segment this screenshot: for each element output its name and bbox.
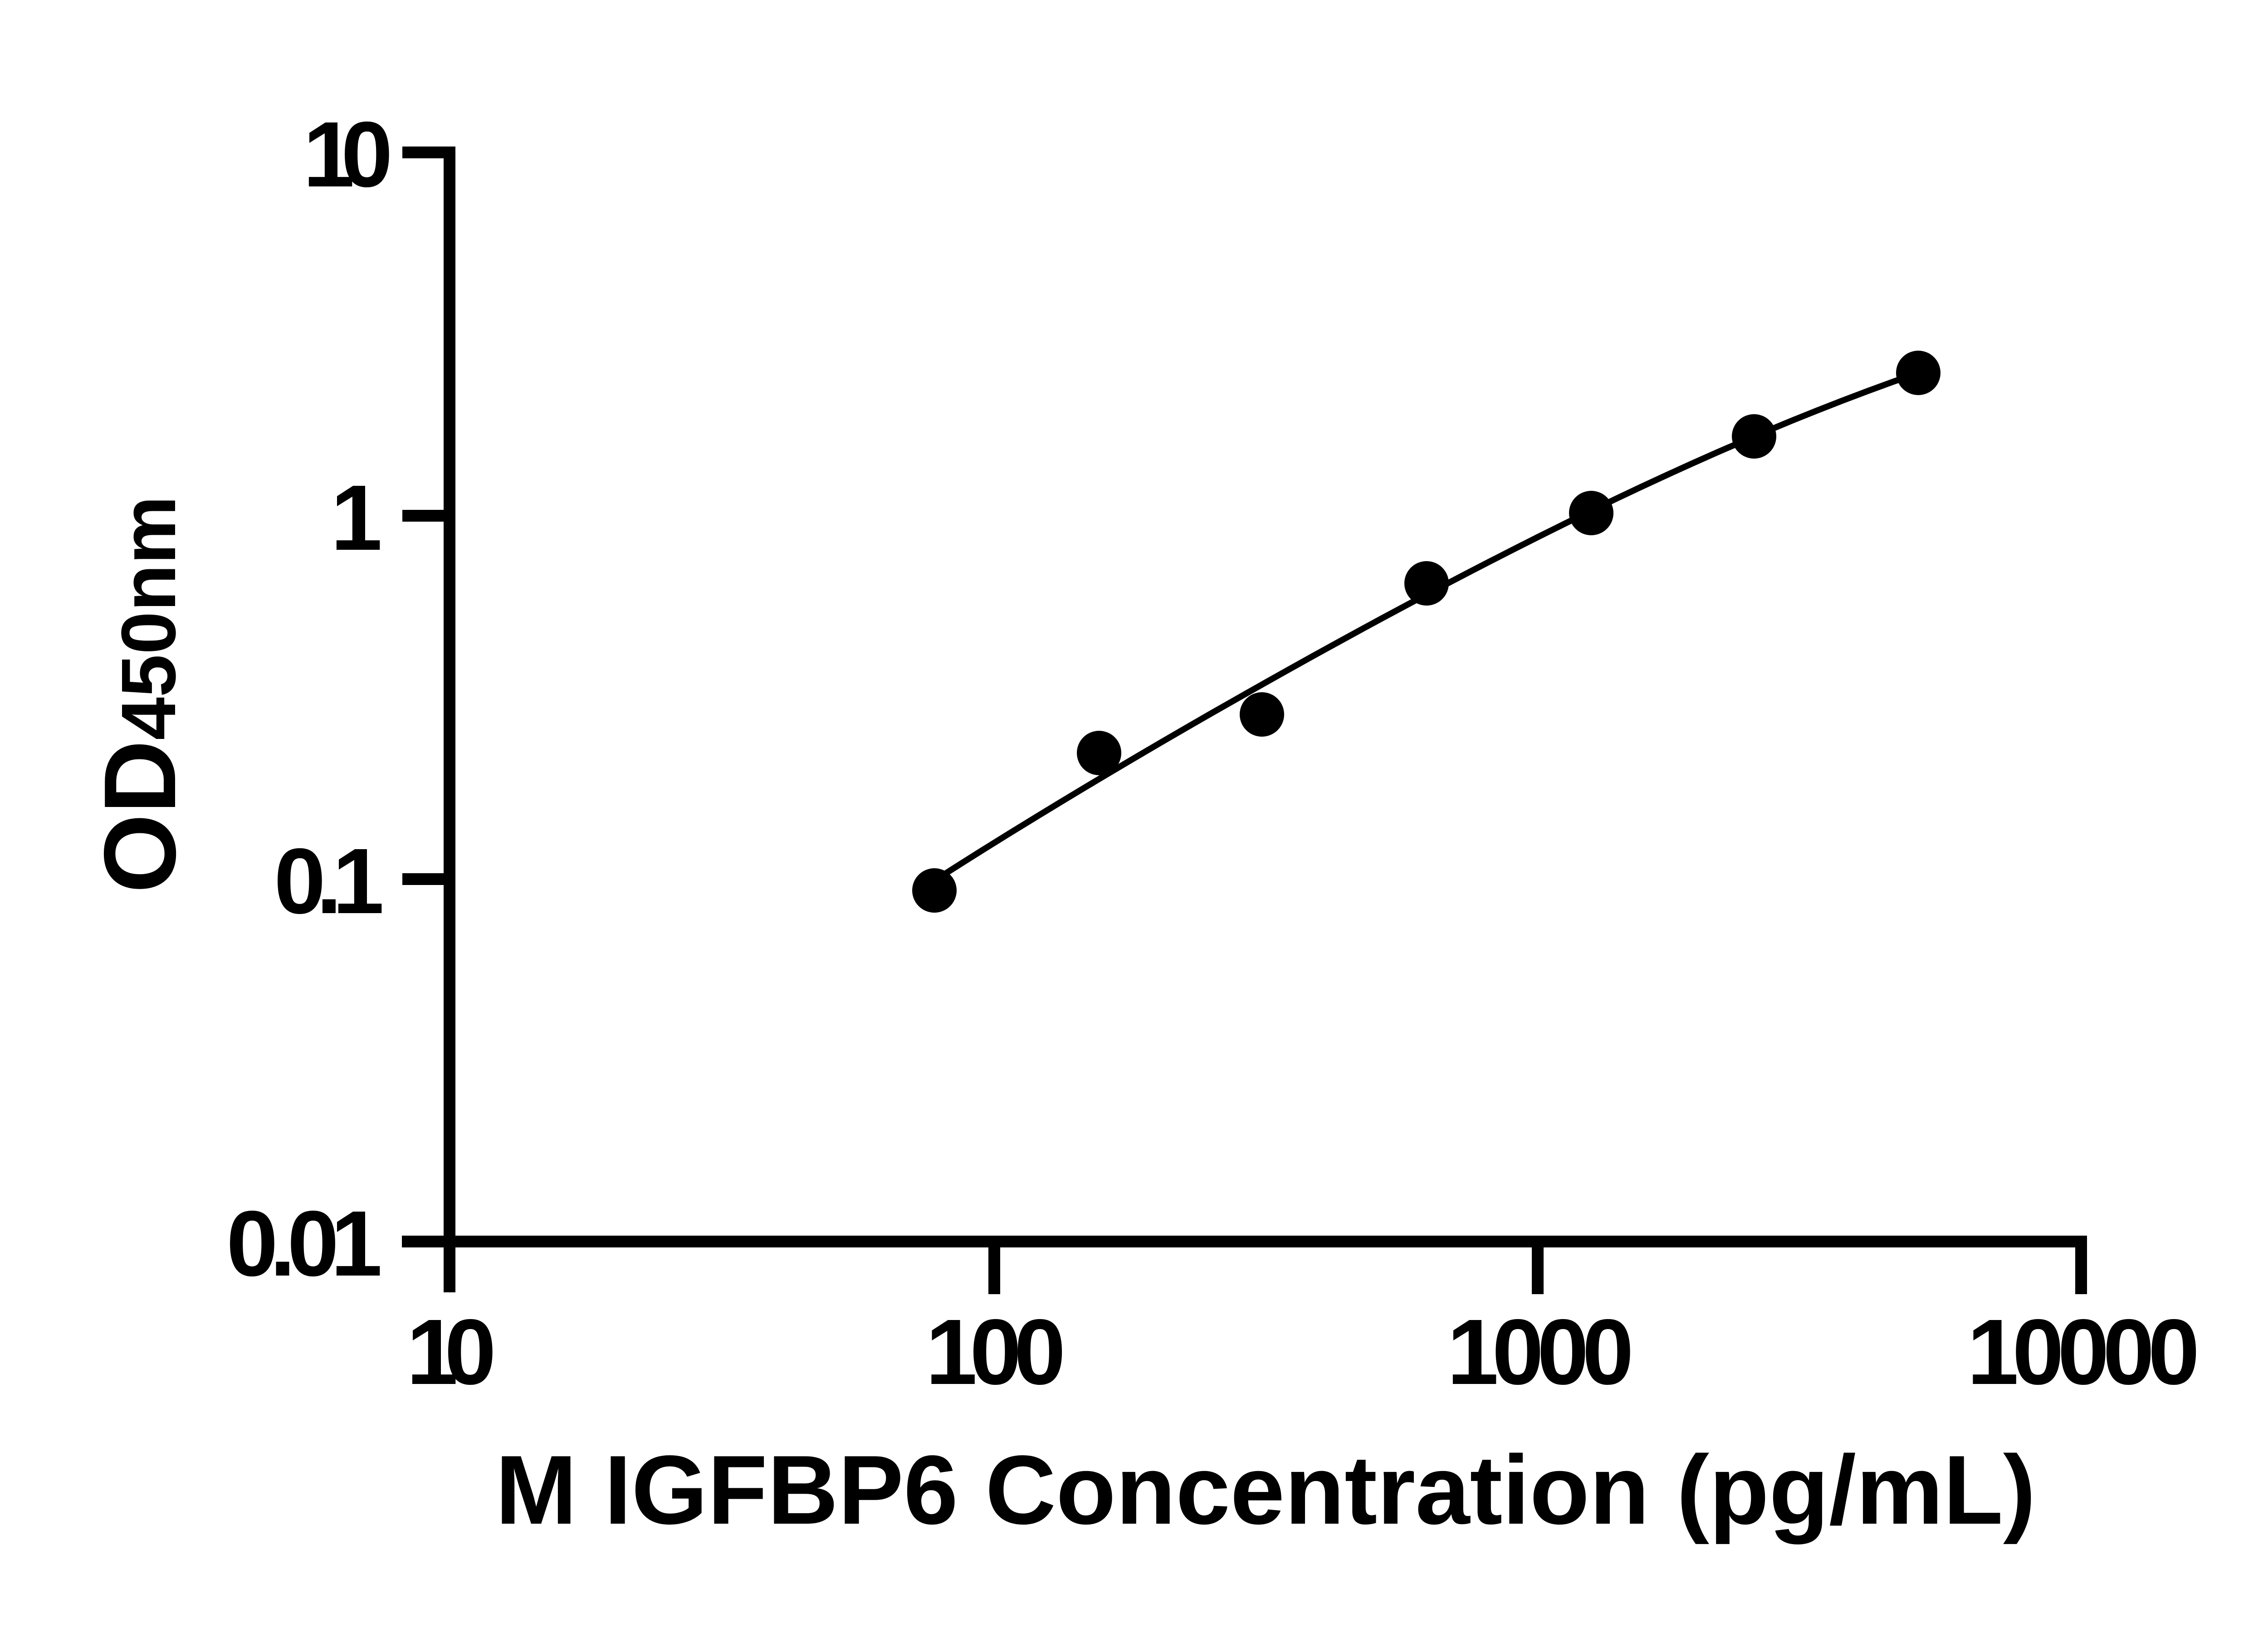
svg-text:0.1: 0.1: [274, 829, 384, 933]
svg-text:10: 10: [303, 103, 393, 206]
svg-text:10000: 10000: [1967, 1300, 2200, 1404]
svg-text:1: 1: [331, 466, 382, 570]
svg-text:10: 10: [406, 1300, 496, 1404]
svg-text:100: 100: [926, 1300, 1066, 1404]
svg-text:M IGFBP6 Concentration (pg/mL): M IGFBP6 Concentration (pg/mL): [495, 1435, 2036, 1545]
svg-text:0.01: 0.01: [226, 1192, 382, 1296]
svg-text:1000: 1000: [1447, 1300, 1634, 1404]
